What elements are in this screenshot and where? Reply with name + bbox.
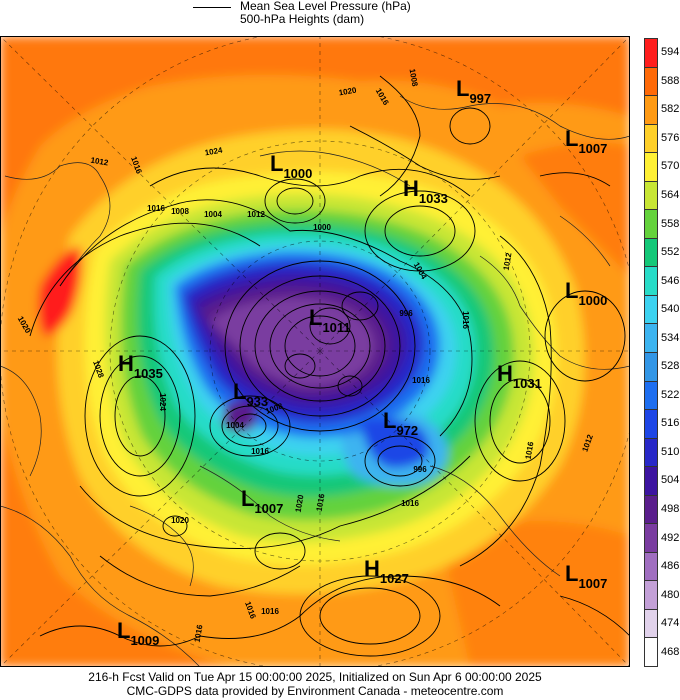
coastlines — [0, 95, 630, 667]
isobar-label: 1024 — [204, 145, 224, 157]
low-pressure-center: L1007 — [241, 486, 283, 516]
isobar-label: 1016 — [251, 447, 269, 456]
footer-credit-line: CMC-GDPS data provided by Environment Ca… — [126, 684, 504, 698]
isobar-label: 1008 — [407, 68, 419, 88]
isobar-label: 1016 — [315, 492, 327, 512]
colorbar-swatch — [644, 437, 658, 468]
colorbar-swatch — [644, 380, 658, 411]
colorbar-swatch — [644, 66, 658, 97]
colorbar: 594 588 582 576 570 564 558 552 546 540 534 528 522 5… — [644, 38, 680, 667]
colorbar-label: 522 — [661, 388, 680, 401]
isobar-label: 1016 — [412, 376, 430, 385]
colorbar-label: 558 — [661, 217, 680, 230]
colorbar-swatch — [644, 95, 658, 125]
colorbar-swatch — [644, 352, 658, 382]
footer: 216-h Fcst Valid on Tue Apr 15 00:00:00 … — [0, 670, 630, 698]
colorbar-swatch — [644, 209, 658, 239]
low-pressure-center: L1007 — [565, 126, 607, 156]
colorbar-label: 594 — [661, 46, 680, 59]
colorbar-label: 528 — [661, 360, 680, 373]
colorbar-label: 552 — [661, 246, 680, 259]
low-pressure-center: L1007 — [565, 561, 607, 591]
colorbar-swatch — [644, 38, 658, 68]
isobar-label: 1012 — [90, 156, 110, 168]
isobar-label: 1004 — [204, 210, 222, 219]
colorbar-label: 546 — [661, 274, 680, 287]
isobar-label: 1024 — [158, 393, 167, 411]
isobar-label: 1004 — [226, 421, 244, 430]
low-pressure-center: L1000 — [565, 278, 607, 308]
colorbar-swatch — [644, 637, 658, 667]
high-pressure-center: H1027 — [364, 556, 409, 586]
colorbar-label: 588 — [661, 74, 680, 87]
colorbar-label: 582 — [661, 103, 680, 116]
colorbar-label: 498 — [661, 503, 680, 515]
isobar-label: 1000 — [313, 223, 331, 232]
isobar-label: 1020 — [338, 85, 358, 97]
colorbar-label: 504 — [661, 474, 680, 487]
colorbar-label: 486 — [661, 560, 680, 573]
isobar-label: 1012 — [502, 251, 514, 271]
colorbar-label: 492 — [661, 531, 680, 544]
isobar-label: 1008 — [171, 207, 189, 216]
low-pressure-center: L997 — [456, 76, 491, 106]
colorbar-swatch — [644, 152, 658, 182]
map-frame — [0, 36, 630, 667]
colorbar-label: 570 — [661, 160, 680, 173]
low-pressure-center: L1011 — [309, 305, 351, 335]
high-pressure-center: H1031 — [497, 361, 542, 391]
colorbar-label: 540 — [661, 303, 680, 316]
colorbar-label: 564 — [661, 189, 680, 201]
low-pressure-center: L933 — [233, 379, 268, 409]
colorbar-swatch — [644, 409, 658, 439]
colorbar-swatch — [644, 323, 658, 353]
low-pressure-center: L972 — [383, 408, 418, 438]
isobar-label: 1020 — [294, 493, 306, 513]
colorbar-label: 468 — [661, 645, 680, 658]
isobar-label: 1016 — [461, 311, 470, 329]
isobar-label: 1016 — [524, 440, 536, 460]
colorbar-swatch — [644, 523, 658, 553]
pressure-systems: L997 L1007 L1000 H1033 L1000 L1011 H1035 L933 L9… — [117, 76, 607, 648]
colorbar-label: 480 — [661, 588, 680, 601]
isobar-label: 1016 — [261, 607, 279, 616]
high-pressure-center: H1035 — [118, 351, 163, 381]
legend-heights-label: 500-hPa Heights (dam) — [240, 12, 365, 26]
isobar-label: 1020 — [171, 516, 189, 525]
low-pressure-center: L1009 — [117, 618, 159, 648]
colorbar-swatch — [644, 494, 658, 525]
low-pressure-center: L1000 — [270, 151, 312, 181]
isobar-label: 1012 — [247, 210, 265, 219]
colorbar-label: 516 — [661, 417, 680, 430]
legend-pressure-label: Mean Sea Level Pressure (hPa) — [240, 0, 411, 13]
colorbar-swatch — [644, 551, 658, 582]
colorbar-swatch — [644, 608, 658, 639]
colorbar-label: 474 — [661, 617, 680, 630]
isobar-label: 1016 — [193, 623, 205, 643]
legend: Mean Sea Level Pressure (hPa) 500-hPa He… — [193, 0, 493, 28]
isobar-label: 1016 — [401, 499, 419, 508]
colorbar-swatch — [644, 294, 658, 325]
colorbar-swatch — [644, 123, 658, 154]
colorbar-swatch — [644, 580, 658, 610]
high-pressure-center: H1033 — [403, 176, 448, 206]
colorbar-label: 576 — [661, 131, 680, 144]
colorbar-swatch — [644, 237, 658, 268]
isobar-label: 996 — [399, 309, 413, 318]
colorbar-swatch — [644, 466, 658, 496]
colorbar-swatch — [644, 266, 658, 296]
legend-line-sample — [193, 7, 231, 8]
colorbar-label: 510 — [661, 445, 680, 458]
footer-forecast-line: 216-h Fcst Valid on Tue Apr 15 00:00:00 … — [88, 670, 542, 684]
colorbar-label: 534 — [661, 331, 680, 344]
height-fill — [0, 36, 630, 667]
isobars — [29, 75, 630, 657]
weather-map: 1020 1016 1008 1012 1024 1016 1008 1004 1012 1000… — [0, 36, 630, 667]
colorbar-swatch — [644, 180, 658, 211]
isobar-label: 1016 — [147, 204, 165, 213]
isobar-label: 996 — [413, 465, 427, 474]
graticule — [0, 36, 630, 667]
